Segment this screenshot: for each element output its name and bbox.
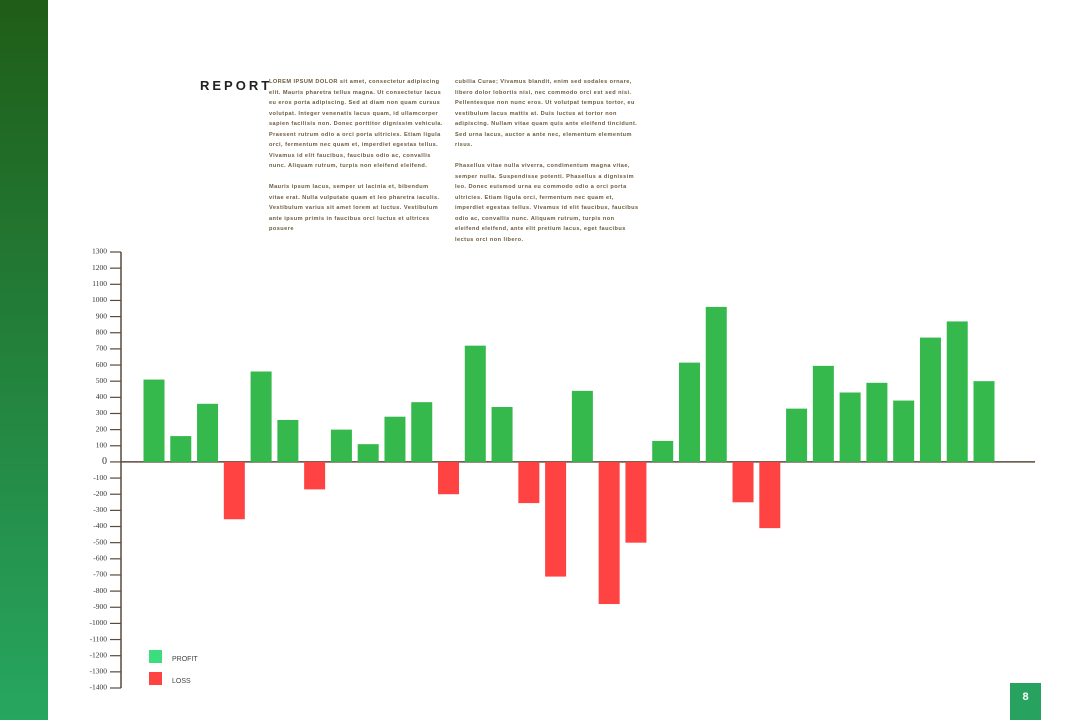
paragraph: Mauris ipsum lacus, semper ut lacinia et… xyxy=(269,184,440,232)
y-tick-label: -800 xyxy=(93,586,107,595)
y-tick-label: -1300 xyxy=(90,667,108,676)
bar xyxy=(678,362,700,462)
bar xyxy=(384,416,406,462)
bar xyxy=(518,461,540,504)
report-title: REPORT xyxy=(200,78,273,93)
y-tick-label: -200 xyxy=(93,489,107,498)
bar xyxy=(438,461,460,495)
bar xyxy=(705,306,727,462)
y-tick-label: -1400 xyxy=(90,683,108,692)
bar xyxy=(946,321,968,462)
bar xyxy=(304,461,326,490)
bar xyxy=(277,419,299,462)
bar xyxy=(197,403,219,462)
y-tick-label: 1200 xyxy=(92,263,107,272)
bar xyxy=(545,461,567,577)
bar xyxy=(223,461,245,520)
y-tick-label: -400 xyxy=(93,521,107,530)
bar xyxy=(839,392,861,462)
bar xyxy=(786,408,808,462)
y-tick-label: 300 xyxy=(96,408,108,417)
y-tick-label: -100 xyxy=(93,473,107,482)
y-tick-label: -1000 xyxy=(90,618,108,627)
text-column: cubilia Curae; Vivamus blandit, enim sed… xyxy=(455,77,641,256)
y-tick-label: 1300 xyxy=(92,247,107,256)
y-tick-label: -600 xyxy=(93,554,107,563)
y-tick-label: -500 xyxy=(93,537,107,546)
y-tick-label: -300 xyxy=(93,505,107,514)
legend-label: PROFIT xyxy=(172,656,198,663)
bar xyxy=(919,337,941,462)
bar xyxy=(143,379,165,462)
paragraph: Phasellus vitae nulla viverra, condiment… xyxy=(455,163,639,243)
text-column: LOREM IPSUM DOLOR sit amet, consectetur … xyxy=(269,77,445,245)
y-tick-label: 1100 xyxy=(92,279,107,288)
bar xyxy=(357,444,379,462)
bar xyxy=(411,402,433,462)
bar xyxy=(571,390,593,462)
y-tick-label: 0 xyxy=(102,456,107,467)
side-bar xyxy=(0,0,48,720)
bar xyxy=(250,371,272,462)
bar xyxy=(973,381,995,462)
y-tick-label: -900 xyxy=(93,602,107,611)
bar xyxy=(625,461,647,543)
legend-swatch xyxy=(149,672,162,685)
y-tick-label: 600 xyxy=(96,360,108,369)
y-tick-label: 900 xyxy=(96,311,108,320)
bar xyxy=(812,365,834,462)
bar xyxy=(464,345,486,462)
paragraph: cubilia Curae; Vivamus blandit, enim sed… xyxy=(455,79,638,148)
y-tick-label: -1100 xyxy=(90,634,107,643)
bar xyxy=(491,407,513,462)
legend-swatch xyxy=(149,650,162,663)
y-tick-label: -700 xyxy=(93,570,107,579)
bar xyxy=(866,382,888,462)
paragraph: LOREM IPSUM DOLOR sit amet, consectetur … xyxy=(269,79,443,169)
y-tick-label: 400 xyxy=(96,392,108,401)
bar xyxy=(759,461,781,529)
legend-label: LOSS xyxy=(172,678,191,685)
y-tick-label: 200 xyxy=(96,424,108,433)
y-tick-label: 500 xyxy=(96,376,108,385)
page-number: 8 xyxy=(1010,683,1041,720)
bar xyxy=(598,461,620,605)
y-tick-label: 1000 xyxy=(92,295,107,304)
y-tick-label: 100 xyxy=(96,440,108,449)
bar xyxy=(330,429,352,462)
y-tick-label: 700 xyxy=(96,344,108,353)
bar xyxy=(732,461,754,503)
y-tick-label: 800 xyxy=(96,327,108,336)
bar xyxy=(652,440,674,462)
bar xyxy=(893,400,915,462)
bar xyxy=(170,436,192,462)
y-tick-label: -1200 xyxy=(90,650,108,659)
